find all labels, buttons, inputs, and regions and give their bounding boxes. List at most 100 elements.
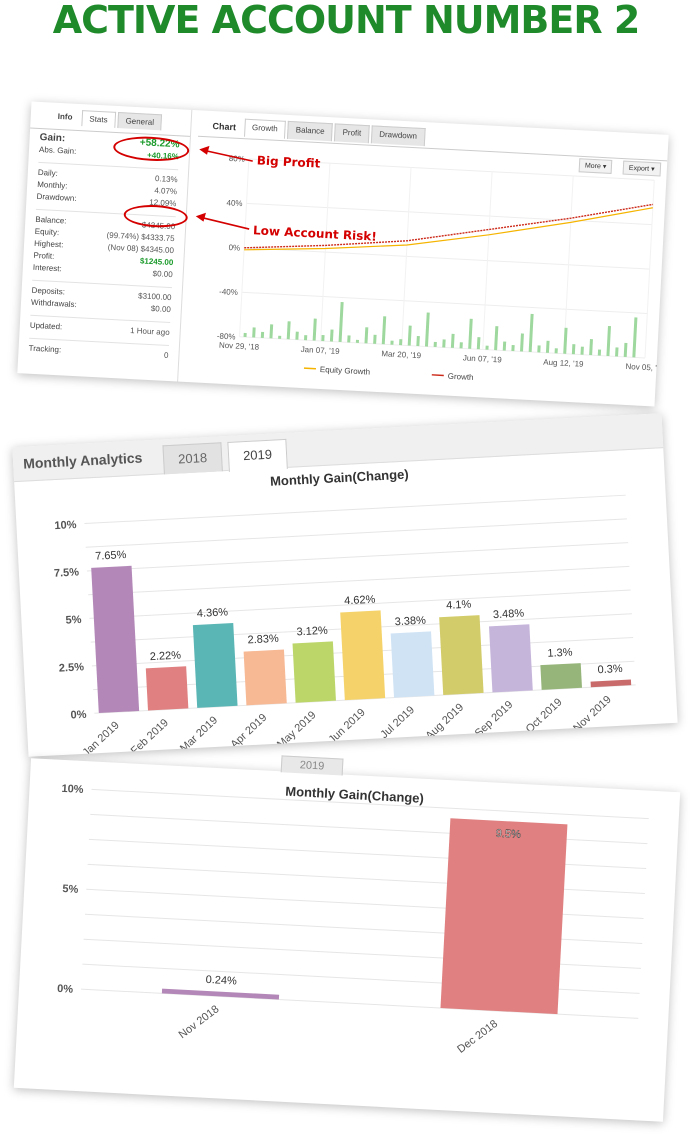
y-tick-label: 5% xyxy=(62,883,79,896)
legend-equity-label: Equity Growth xyxy=(320,365,371,377)
stat-label: Abs. Gain: xyxy=(38,144,77,156)
activity-bar xyxy=(286,321,291,340)
x-tick-label: Aug 12, '19 xyxy=(543,358,584,369)
data-label: 9.5% xyxy=(495,828,521,841)
gridline xyxy=(86,542,629,572)
bar xyxy=(390,631,435,698)
data-label: 4.62% xyxy=(344,594,376,608)
y-tick-label: 80% xyxy=(229,154,245,164)
activity-bar xyxy=(468,318,473,349)
activity-bar xyxy=(295,331,299,340)
data-label: 7.65% xyxy=(95,549,127,563)
activity-bar xyxy=(623,342,628,357)
data-label: 4.36% xyxy=(197,606,229,620)
tab-stats[interactable]: Stats xyxy=(81,110,117,128)
activity-bar xyxy=(554,348,558,354)
stat-value: $1245.00 xyxy=(139,256,174,268)
activity-bar xyxy=(520,333,524,352)
x-tick-label: Jan 07, '19 xyxy=(300,345,340,356)
activity-bar xyxy=(416,335,420,347)
activity-bar xyxy=(615,347,619,357)
bar xyxy=(192,623,238,708)
x-tick-label: Dec 2018 xyxy=(455,1018,500,1056)
activity-bar xyxy=(476,337,481,350)
gridline xyxy=(241,291,648,315)
bar xyxy=(488,624,533,693)
gridline xyxy=(246,202,652,226)
monthly-analytics-2019-panel: Monthly Analytics 2018 2019 Monthly Gain… xyxy=(12,413,678,757)
activity-bar xyxy=(424,312,430,347)
tab-general[interactable]: General xyxy=(117,112,163,131)
headline: ACTIVE ACCOUNT NUMBER 2 xyxy=(52,0,641,42)
activity-bar xyxy=(606,325,611,357)
stat-label: Profit: xyxy=(33,250,55,261)
data-label: 2.83% xyxy=(247,633,279,647)
stat-label: Updated: xyxy=(29,320,63,332)
stat-value: $0.00 xyxy=(152,269,173,280)
bar xyxy=(340,610,386,701)
x-tick-label: Jul 2019 xyxy=(378,704,417,741)
activity-bar xyxy=(450,333,455,348)
activity-bar xyxy=(580,346,584,355)
x-tick-label: Mar 20, '19 xyxy=(381,349,422,360)
x-tick-label: Nov 2019 xyxy=(571,694,614,735)
y-tick-label: 0% xyxy=(57,983,74,996)
x-tick-label: May 2019 xyxy=(275,709,319,751)
gridline-vertical xyxy=(644,180,655,358)
gridline xyxy=(84,494,626,525)
activity-bar xyxy=(269,324,274,339)
bar xyxy=(145,666,189,711)
activity-bar xyxy=(442,339,446,348)
gridline-vertical xyxy=(482,171,493,350)
x-tick-label: Mar 2019 xyxy=(178,714,220,754)
stat-value: 0 xyxy=(163,350,169,360)
stat-label: Withdrawals: xyxy=(30,297,78,310)
stats-list: Gain: +58.22% Abs. Gain: +40.16% Daily: 0.13%… xyxy=(28,132,179,362)
account-stats-panel: Info Stats General Gain: +58.22% Abs. Gain… xyxy=(17,101,669,407)
y-tick-label: 10% xyxy=(54,519,77,532)
x-tick-label: Jan 2019 xyxy=(80,719,121,756)
bar xyxy=(161,988,280,1000)
monthly-gain-2019-chart: 0% 2.5% 5% 7.5% 10% 7.65% Jan 2019 2.22% Feb 201… xyxy=(54,494,636,757)
monthly-analytics-2018-panel: 2019 Monthly Gain(Change) 0% 5% 10% 0.24% No… xyxy=(13,755,681,1122)
y-tick-label: 7.5% xyxy=(54,566,80,579)
y-tick-label: 2.5% xyxy=(59,661,85,674)
activity-bar xyxy=(494,326,499,351)
stat-label: Daily: xyxy=(37,167,59,178)
gridline xyxy=(88,565,630,596)
activity-bar xyxy=(329,329,334,342)
y-tick-label: 5% xyxy=(65,614,82,627)
gridline-vertical xyxy=(563,175,574,354)
activity-bar xyxy=(364,327,369,344)
stat-value: $0.00 xyxy=(150,304,172,315)
x-tick-label: Nov 29, '18 xyxy=(219,341,260,352)
x-tick-label: Aug 2019 xyxy=(424,701,467,742)
activity-bar xyxy=(373,334,377,344)
legend-growth-swatch xyxy=(431,374,444,377)
stat-label: Tracking: xyxy=(28,343,62,355)
activity-bar xyxy=(321,334,325,342)
bar xyxy=(243,649,287,706)
x-tick-label: Jun 07, '19 xyxy=(463,353,503,364)
activity-bar xyxy=(243,332,247,338)
activity-bar xyxy=(571,344,576,355)
activity-bar xyxy=(338,301,344,343)
x-tick-label: Nov 05, '... xyxy=(625,362,663,373)
activity-bar xyxy=(459,342,463,349)
tab-info[interactable]: Info xyxy=(57,111,73,122)
bar xyxy=(91,565,140,714)
data-label: 3.12% xyxy=(296,625,328,639)
x-tick-label: Jun 2019 xyxy=(326,707,367,747)
data-label: 0.3% xyxy=(597,663,623,676)
gridline xyxy=(244,247,650,270)
y-tick-label: 0% xyxy=(228,243,240,253)
y-tick-label: -80% xyxy=(217,332,236,342)
y-tick-label: 40% xyxy=(226,198,242,208)
gridline xyxy=(91,788,649,820)
info-panel: Info Stats General Gain: +58.22% Abs. Gain… xyxy=(17,101,193,382)
x-tick-label: Oct 2019 xyxy=(524,696,565,735)
bar xyxy=(590,679,632,688)
bar xyxy=(439,615,484,696)
activity-bar xyxy=(502,341,507,351)
activity-bar xyxy=(355,339,360,343)
